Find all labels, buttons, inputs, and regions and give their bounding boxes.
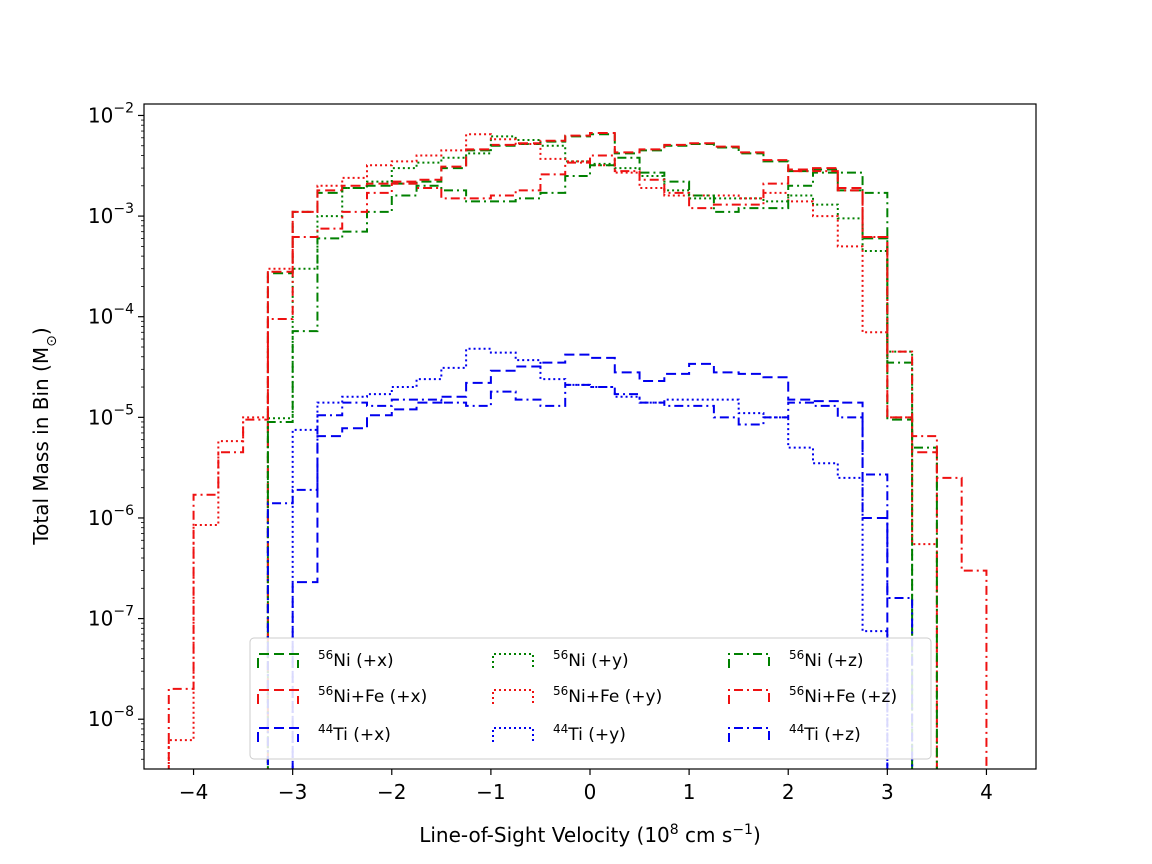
y-tick-label: 10−3 [88,201,134,228]
legend-swatch [728,727,770,742]
y-axis-ticks: 10−8 10−7 10−6 10−5 10−4 10−3 10−2 [88,100,144,760]
x-tick-label: 4 [980,780,993,804]
series-line-8 [167,154,988,769]
legend-entry: 44Ti (+z) [789,722,861,745]
legend: 56Ni (+x) 56Ni+Fe (+x) 44Ti (+x) 56Ni (+y) 5… [249,637,932,760]
x-tick-label: 1 [683,780,696,804]
legend-swatch [492,689,534,704]
x-tick-label: 2 [782,780,795,804]
x-tick-label: −1 [476,780,505,804]
series-line-3 [291,353,889,769]
x-axis-ticks: −4 −3 −2 −1 0 1 2 3 4 [179,769,993,804]
y-tick-label: 10−4 [88,302,134,329]
legend-swatch [257,727,299,742]
x-tick-label: −4 [179,780,208,804]
x-tick-label: 3 [881,780,894,804]
x-axis-label: Line-of-Sight Velocity (108 cm s−1) [419,822,761,847]
legend-entry: 44Ti (+y) [553,722,626,745]
y-tick-label: 10−6 [88,503,134,530]
series-line-7 [266,156,938,769]
legend-entry: 56Ni+Fe (+z) [789,684,897,707]
legend-entry: 56Ni (+y) [553,648,629,671]
legend-swatch [257,689,299,704]
legend-entry: 56Ni (+z) [789,648,864,671]
legend-swatch [257,653,299,668]
y-axis-label: Total Mass in Bin (M⊙) [29,327,60,545]
x-tick-label: 0 [584,780,597,804]
legend-swatch [728,653,770,668]
y-tick-label: 10−8 [88,704,134,731]
legend-entry: 56Ni+Fe (+y) [553,684,662,707]
legend-swatch [728,689,770,704]
series-layer [167,131,988,769]
series-line-2 [266,131,938,769]
x-tick-label: −3 [278,780,307,804]
y-tick-label: 10−2 [88,100,134,127]
series-line-5 [167,133,938,769]
legend-swatch [492,727,534,742]
y-tick-label: 10−5 [88,402,134,429]
legend-entry: 44Ti (+x) [318,722,391,745]
series-line-6 [291,347,889,769]
x-tick-label: −2 [377,780,406,804]
legend-entry: 56Ni (+x) [318,648,394,671]
legend-swatch [492,653,534,668]
legend-entry: 56Ni+Fe (+x) [318,684,427,707]
y-tick-label: 10−7 [88,604,134,631]
series-line-9 [266,383,914,769]
